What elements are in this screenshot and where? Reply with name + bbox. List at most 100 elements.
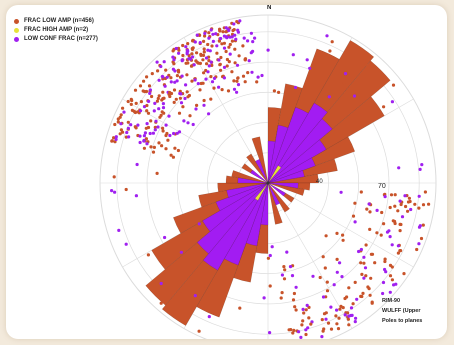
pole-point bbox=[153, 128, 157, 132]
pole-point bbox=[157, 94, 161, 98]
pole-point bbox=[384, 270, 388, 274]
pole-point bbox=[225, 57, 229, 62]
rose-petal-low-conf-frac bbox=[226, 182, 269, 198]
pole-point bbox=[417, 206, 421, 210]
pole-point bbox=[404, 204, 408, 209]
pole-point bbox=[113, 122, 117, 127]
ring-label-inner: 40 bbox=[316, 179, 323, 185]
pole-point bbox=[354, 316, 358, 320]
pole-point bbox=[342, 81, 346, 85]
pole-point bbox=[300, 323, 304, 327]
pole-point bbox=[157, 78, 161, 82]
pole-point bbox=[282, 265, 286, 269]
pole-point bbox=[364, 62, 368, 66]
pole-point bbox=[228, 52, 232, 56]
pole-point bbox=[186, 95, 190, 99]
pole-point bbox=[168, 90, 172, 95]
pole-point bbox=[151, 131, 155, 135]
rose-petal-low-conf-frac bbox=[267, 106, 309, 184]
pole-point bbox=[145, 75, 149, 79]
legend-label-frac-low-amp: FRAC LOW AMP (n=456) bbox=[24, 18, 94, 24]
pole-point bbox=[146, 111, 151, 115]
rose-petal-frac-low-amp bbox=[267, 182, 305, 196]
pole-point bbox=[174, 46, 178, 51]
pole-point bbox=[266, 48, 270, 52]
pole-point bbox=[228, 35, 232, 39]
pole-point bbox=[138, 109, 143, 113]
pole-point bbox=[234, 37, 238, 41]
pole-point bbox=[294, 308, 298, 312]
rose-petal-low-conf-frac bbox=[202, 182, 269, 232]
pole-point bbox=[193, 40, 197, 44]
pole-point bbox=[177, 111, 182, 115]
pole-point bbox=[329, 327, 334, 331]
pole-point bbox=[172, 131, 176, 136]
pole-point bbox=[307, 316, 311, 320]
pole-point bbox=[230, 39, 234, 43]
pole-point bbox=[230, 70, 234, 74]
pole-point bbox=[272, 89, 276, 93]
pole-point bbox=[194, 107, 198, 111]
pole-point bbox=[156, 125, 160, 129]
pole-point bbox=[220, 42, 224, 46]
pole-point bbox=[291, 331, 295, 335]
pole-point bbox=[255, 80, 259, 84]
pole-point bbox=[164, 147, 168, 151]
pole-point bbox=[145, 142, 149, 146]
pole-point bbox=[212, 76, 217, 80]
pole-point bbox=[208, 49, 212, 53]
pole-point bbox=[293, 305, 297, 309]
pole-point bbox=[149, 145, 153, 149]
pole-point bbox=[290, 274, 295, 278]
caption-line-1: RIM-90 bbox=[382, 298, 401, 304]
pole-point bbox=[346, 311, 350, 315]
pole-point bbox=[302, 311, 306, 315]
pole-point bbox=[184, 61, 188, 65]
pole-point bbox=[222, 46, 227, 50]
rose-petal-frac-high-amp bbox=[267, 165, 282, 184]
pole-point bbox=[345, 295, 349, 299]
pole-point bbox=[201, 58, 205, 62]
pole-point bbox=[155, 99, 159, 103]
pole-point bbox=[114, 137, 118, 141]
pole-point bbox=[206, 48, 210, 52]
pole-point bbox=[311, 274, 315, 278]
pole-point bbox=[260, 73, 264, 78]
legend-label-frac-high-amp: FRAC HIGH AMP (n=2) bbox=[24, 27, 89, 33]
pole-point bbox=[124, 187, 128, 192]
pole-point bbox=[159, 64, 163, 69]
rose-petal-low-conf-frac bbox=[267, 139, 327, 184]
pole-point bbox=[407, 196, 411, 200]
pole-point bbox=[390, 265, 394, 269]
pole-point bbox=[285, 250, 289, 254]
pole-point bbox=[396, 251, 400, 255]
pole-point bbox=[227, 60, 231, 64]
pole-point bbox=[339, 190, 343, 194]
pole-point bbox=[375, 208, 379, 212]
pole-point bbox=[349, 306, 354, 310]
pole-point bbox=[270, 245, 274, 249]
pole-point bbox=[365, 207, 369, 211]
pole-point bbox=[203, 31, 207, 35]
rose-petal-low-conf-frac bbox=[267, 182, 286, 197]
pole-point bbox=[277, 90, 281, 94]
pole-point bbox=[145, 109, 149, 113]
pole-point bbox=[335, 308, 339, 312]
pole-point bbox=[198, 41, 202, 45]
pole-point bbox=[172, 88, 177, 92]
pole-point bbox=[226, 89, 231, 93]
pole-point bbox=[202, 103, 206, 107]
pole-point bbox=[198, 61, 202, 65]
pole-point bbox=[343, 313, 347, 317]
pole-point bbox=[218, 63, 222, 67]
pole-point bbox=[391, 83, 396, 87]
pole-point bbox=[323, 266, 327, 270]
pole-point bbox=[167, 114, 171, 118]
rose-petal-frac-low-amp bbox=[217, 182, 269, 193]
pole-point bbox=[183, 96, 187, 101]
pole-point bbox=[250, 70, 254, 74]
pole-point bbox=[187, 57, 191, 61]
pole-point bbox=[188, 114, 192, 118]
rose-petal-low-conf-frac bbox=[267, 182, 299, 189]
pole-point bbox=[180, 74, 184, 78]
